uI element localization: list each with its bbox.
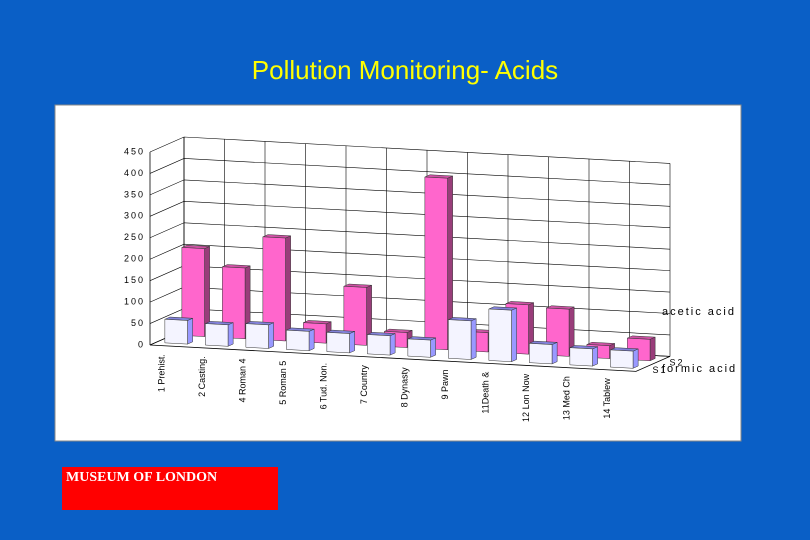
- bar-front: [286, 329, 310, 351]
- x-tick-label: 12 Lon Now: [521, 373, 531, 422]
- legend-label: formic acid: [662, 363, 737, 375]
- x-tick-label: 4 Roman 4: [238, 359, 248, 403]
- bar: [529, 340, 558, 365]
- bar-front: [181, 247, 205, 337]
- bar: [164, 316, 193, 345]
- bar: [343, 283, 372, 346]
- bar-side: [349, 330, 355, 354]
- bar: [488, 306, 517, 363]
- bar-side: [187, 317, 193, 345]
- x-tick-label: 2 Casting.: [197, 356, 207, 397]
- bar-side: [227, 322, 234, 347]
- x-tick-label: 13 Med Ch: [562, 376, 572, 420]
- bar-side: [268, 322, 274, 349]
- bar: [367, 332, 396, 356]
- y-tick-label: 200: [124, 254, 145, 264]
- bar-front: [610, 349, 634, 369]
- bar-side: [470, 318, 477, 360]
- y-tick-label: 300: [124, 211, 145, 221]
- y-tick-label: 0: [138, 339, 145, 349]
- bar: [407, 336, 436, 358]
- x-tick-label: 9 Pawn: [440, 370, 450, 400]
- bar-side: [285, 235, 291, 342]
- bar: [326, 329, 355, 354]
- y-tick-label: 150: [124, 275, 145, 285]
- legend-label: acetic acid: [662, 306, 736, 318]
- logo: MUSEUM OF LONDON: [62, 467, 278, 510]
- y-tick-label: 400: [124, 168, 145, 178]
- bar: [424, 174, 453, 351]
- bar: [262, 234, 291, 342]
- bar-front: [245, 323, 269, 349]
- bar-front: [222, 266, 246, 340]
- x-tick-label: 8 Dynasty: [400, 367, 410, 408]
- bar-side: [551, 341, 558, 365]
- bar-front: [367, 334, 391, 356]
- chart-title: Pollution Monitoring- Acids: [252, 55, 558, 85]
- bar-side: [649, 336, 656, 362]
- bar-front: [569, 347, 593, 367]
- bar-side: [511, 307, 517, 363]
- bar-side: [308, 328, 315, 352]
- bar: [448, 317, 477, 360]
- bar-side: [389, 333, 396, 356]
- x-tick-label: 14 Tablew: [602, 378, 612, 419]
- bar-front: [448, 319, 472, 360]
- bar-front: [407, 338, 431, 358]
- bar-front: [529, 343, 553, 365]
- depth-label: S1: [653, 365, 668, 375]
- bar: [181, 244, 210, 337]
- y-tick-label: 250: [124, 232, 145, 242]
- x-tick-label: 11Death &: [481, 372, 491, 414]
- bar-front: [424, 176, 448, 351]
- bar-front: [326, 332, 350, 354]
- x-tick-label: 6 Tud. Non.: [319, 363, 329, 410]
- x-tick-label: 1 Prehist.: [157, 354, 167, 392]
- bar-front: [262, 236, 286, 342]
- bar-front: [205, 323, 229, 347]
- bar-front: [164, 319, 188, 345]
- x-tick-label: 5 Roman 5: [278, 361, 288, 405]
- bar: [205, 321, 234, 347]
- chart: Pollution Monitoring- Acids 0 50 100 150 200…: [54, 55, 742, 442]
- bar: [286, 327, 315, 352]
- depth-label: S2: [670, 358, 685, 368]
- bar-side: [592, 346, 598, 367]
- bar: [610, 347, 639, 369]
- bar-side: [632, 348, 639, 369]
- x-tick-label: 7 Country: [359, 365, 369, 405]
- bar-front: [343, 285, 367, 346]
- y-tick-label: 450: [124, 146, 145, 156]
- bar: [569, 345, 598, 367]
- bar-front: [488, 308, 512, 362]
- y-tick-label: 350: [124, 189, 145, 199]
- bar: [245, 321, 274, 349]
- bar-side: [430, 337, 436, 358]
- y-tick-label: 50: [131, 318, 145, 328]
- logo-text: MUSEUM OF LONDON: [66, 470, 218, 485]
- y-tick-label: 100: [124, 296, 145, 306]
- bar: [222, 264, 251, 340]
